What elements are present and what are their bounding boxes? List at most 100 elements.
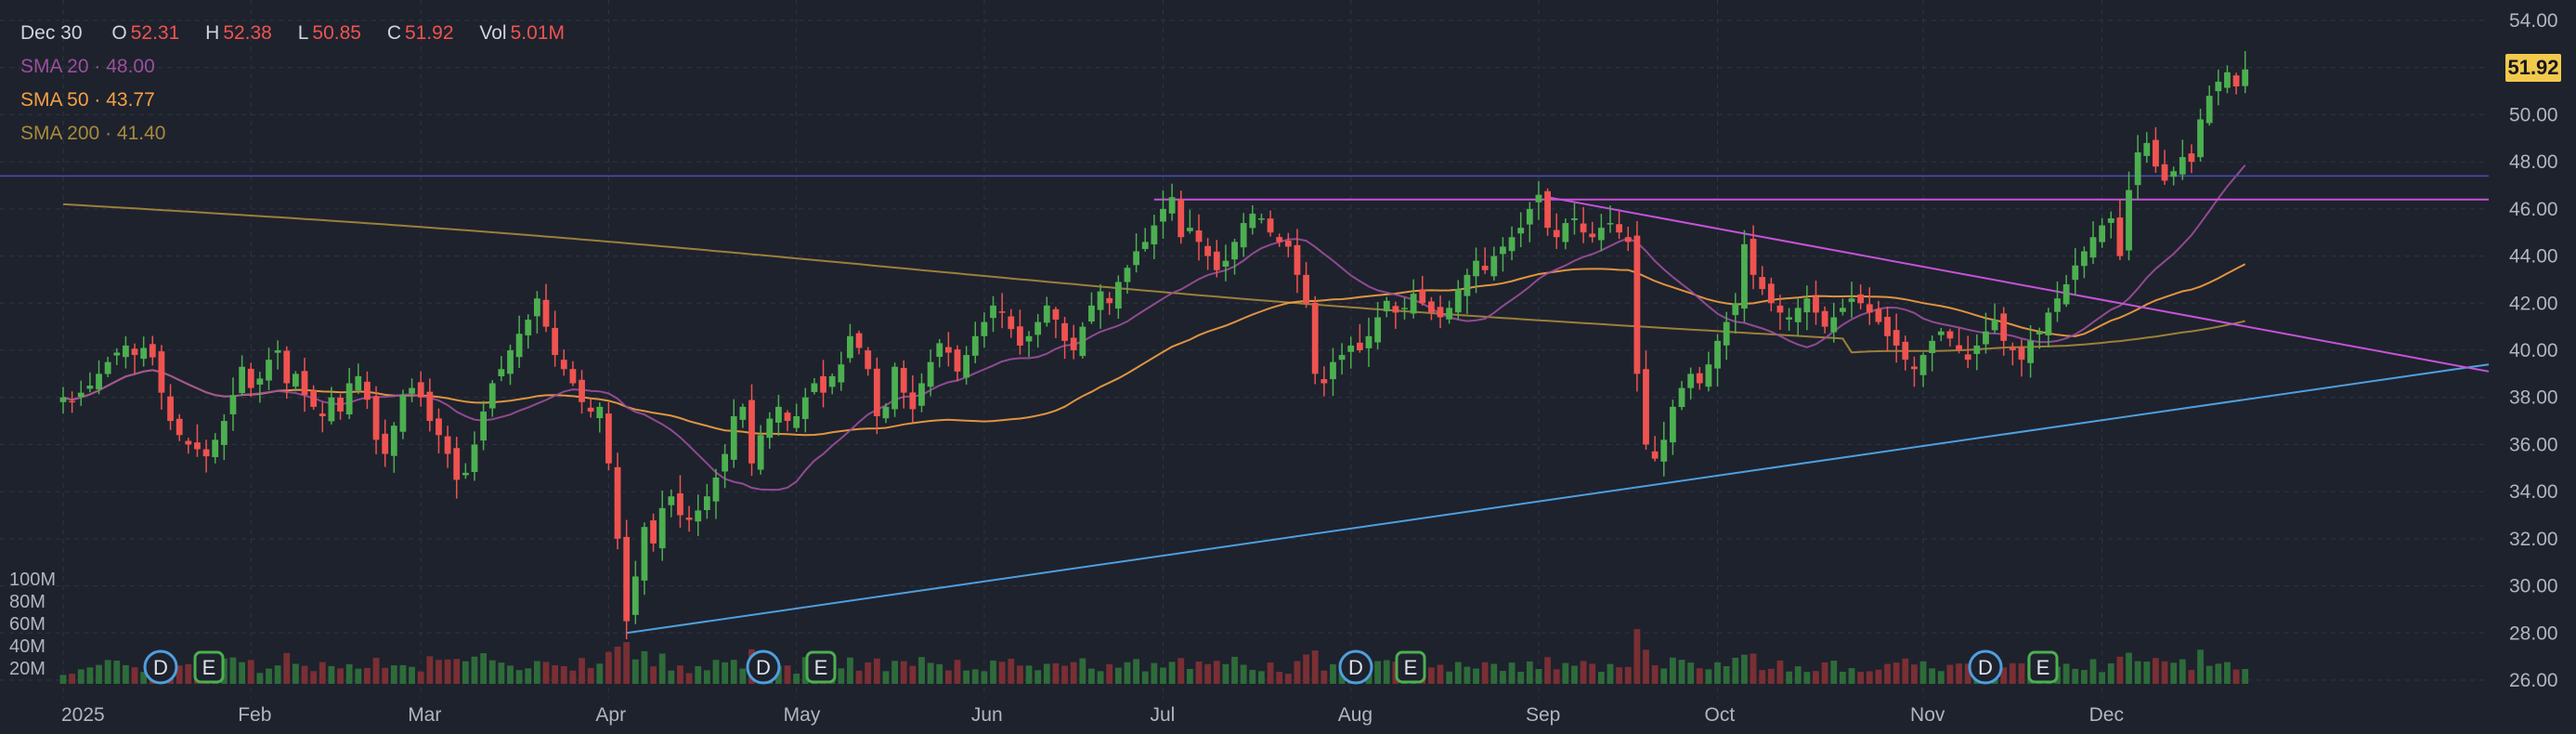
candle-body	[1696, 373, 1703, 384]
volume-bar	[1017, 665, 1023, 684]
volume-bar	[1678, 660, 1685, 684]
volume-bar	[1821, 662, 1828, 684]
candle-body	[69, 400, 76, 403]
price-tick-label: 48.00	[2509, 151, 2558, 173]
volume-bar	[944, 670, 952, 684]
candle-body	[1597, 228, 1605, 241]
volume-bar	[614, 646, 621, 684]
candle-body	[1419, 289, 1426, 304]
ohlc-row: Dec 30 O 52.31 H 52.38 L 50.85 C 51.92 Vol 5.…	[20, 17, 585, 50]
candle-body	[1687, 374, 1695, 388]
candle-body	[944, 347, 952, 353]
volume-bar	[560, 665, 567, 684]
candle-body	[1544, 190, 1551, 229]
sma200-sep: ·	[105, 123, 112, 144]
candle-body	[2072, 265, 2079, 281]
candle-body	[1356, 342, 1363, 350]
sma200-label: SMA 200	[20, 123, 100, 144]
candle-body	[1294, 244, 1301, 275]
volume-bar	[1830, 661, 1838, 684]
candle-body	[847, 335, 853, 359]
candle-body	[1589, 233, 1596, 238]
volume-bar	[909, 665, 917, 684]
volume-bar	[1124, 662, 1131, 684]
candle-body	[838, 364, 845, 383]
sma50-sep: ·	[94, 89, 101, 111]
volume-bar	[1025, 665, 1033, 684]
volume-bar	[266, 668, 272, 684]
time-tick-label: May	[784, 704, 821, 726]
time-tick-label: 2025	[61, 704, 105, 726]
volume-bar	[507, 665, 514, 684]
candle-body	[202, 449, 210, 457]
earnings-marker	[805, 650, 837, 684]
candle-body	[1670, 406, 1676, 443]
volume-bar	[1437, 664, 1444, 684]
candle-body	[1875, 308, 1882, 322]
volume-bar	[2009, 662, 2016, 684]
sma20-row[interactable]: SMA 20 · 48.00	[20, 50, 585, 84]
volume-bar	[1589, 663, 1596, 684]
volume-bar	[1911, 664, 1918, 684]
volume-bar	[1946, 664, 1954, 684]
time-tick-label: Apr	[595, 704, 626, 726]
low-value: 50.85	[312, 22, 361, 44]
volume-bar	[1786, 671, 1792, 684]
candle-body	[1651, 451, 1659, 459]
volume-bar	[462, 661, 469, 684]
candle-body	[865, 350, 872, 370]
price-axis[interactable]: 54.0052.0050.0048.0046.0044.0042.0040.00…	[2509, 10, 2558, 691]
volume-bar	[1526, 661, 1533, 684]
volume-bar	[292, 663, 299, 684]
candle-body	[123, 345, 129, 358]
volume-bar	[1902, 658, 1909, 684]
volume-bar	[1177, 658, 1185, 684]
volume-bar	[96, 664, 102, 684]
candle-body	[1106, 297, 1113, 304]
candle-body	[256, 378, 264, 385]
candle-body	[1839, 308, 1846, 312]
volume-bar	[1168, 662, 1176, 684]
candle-body	[2080, 251, 2088, 267]
volume-bar	[1875, 669, 1882, 684]
candle-body	[2232, 75, 2240, 86]
sma200-row[interactable]: SMA 200 · 41.40	[20, 117, 585, 151]
volume-tick-label: 80M	[9, 592, 46, 612]
candle-body	[1857, 294, 1865, 304]
volume-bar	[372, 657, 380, 684]
volume-bar	[838, 668, 845, 684]
volume-bar	[1133, 659, 1139, 684]
volume-bar	[1500, 671, 1506, 684]
candle-body	[283, 350, 291, 384]
earnings-marker-label: E	[202, 656, 216, 679]
candle-body	[1141, 242, 1149, 249]
candle-body	[811, 383, 818, 393]
volume-bar	[176, 665, 183, 684]
candle-body	[1204, 245, 1212, 256]
candle-body	[1571, 218, 1578, 220]
candle-body	[998, 311, 1006, 313]
price-tick-label: 36.00	[2509, 434, 2558, 455]
volume-bar	[2116, 656, 2124, 684]
volume-bar	[1473, 668, 1479, 684]
time-axis[interactable]: 2025 Feb Mar Apr May Jun Jul Aug Sep Oct Nov Dec	[61, 704, 2124, 726]
candle-body	[1017, 326, 1023, 346]
volume-bar	[730, 660, 737, 684]
candle-body	[793, 416, 800, 428]
candle-body	[1008, 316, 1015, 330]
candle-body	[292, 374, 299, 387]
candle-body	[301, 371, 308, 396]
volume-bar	[417, 671, 424, 684]
trend-lines[interactable]	[0, 175, 2490, 635]
volume-label: Vol	[479, 22, 507, 44]
candle-body	[96, 374, 102, 390]
candle-body	[990, 305, 996, 319]
sma50-row[interactable]: SMA 50 · 43.77	[20, 84, 585, 117]
volume-bar	[1866, 671, 1873, 684]
candle-body	[2179, 157, 2186, 175]
candle-body	[560, 360, 567, 370]
low-label: L	[297, 22, 309, 44]
candle-body	[158, 351, 165, 393]
